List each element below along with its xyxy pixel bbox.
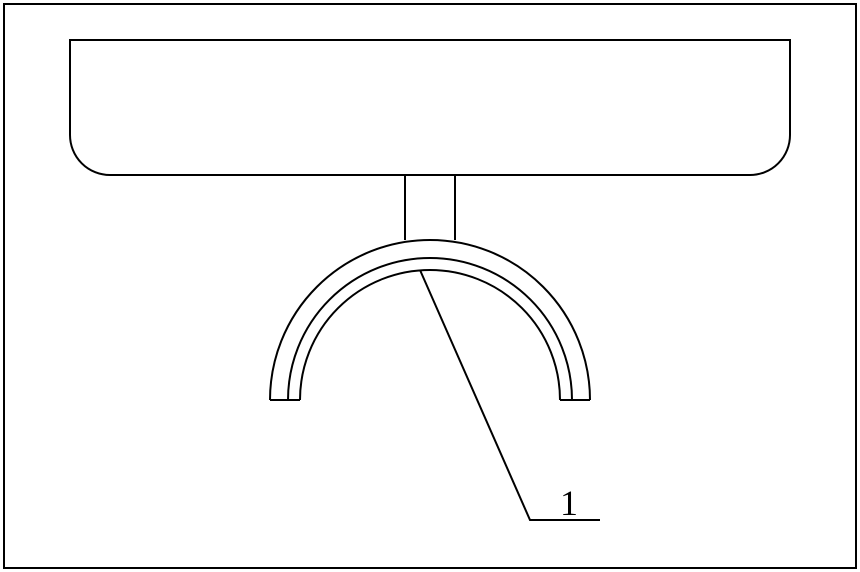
outer-frame bbox=[4, 4, 856, 568]
inner-arc bbox=[300, 270, 560, 400]
diagram-svg: 1 bbox=[0, 0, 860, 572]
label-1: 1 bbox=[560, 483, 578, 523]
middle-arc bbox=[288, 258, 572, 400]
top-body bbox=[70, 40, 790, 175]
outer-arc bbox=[270, 240, 590, 400]
